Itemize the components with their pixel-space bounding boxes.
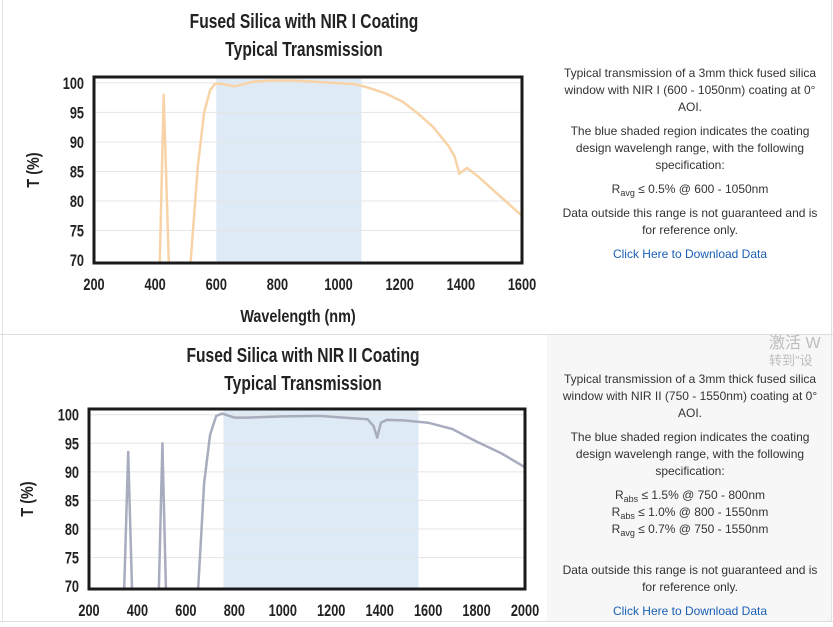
y-tick-label: 95 <box>65 435 79 454</box>
watermark-line: 激活 W <box>769 335 821 352</box>
y-tick-label: 70 <box>70 251 84 270</box>
y-axis-label: T (%) <box>18 481 38 516</box>
chart-title: Typical Transmission <box>225 38 382 60</box>
chart-title: Fused Silica with NIR I Coating <box>190 10 419 32</box>
spec-text: ≤ 1.0% @ 800 - 1550nm <box>634 505 769 519</box>
transmission-series-line <box>122 412 525 589</box>
y-tick-label: 75 <box>70 222 84 241</box>
y-tick-label: 90 <box>65 463 79 482</box>
transmission-series-line <box>158 79 522 263</box>
x-tick-label: 800 <box>224 601 245 620</box>
spec-subscript: abs <box>623 494 639 504</box>
y-tick-label: 100 <box>63 74 84 93</box>
y-tick-label: 100 <box>58 406 79 425</box>
plot-frame <box>87 407 527 591</box>
x-tick-label: 1000 <box>324 275 352 294</box>
x-tick-label: 1200 <box>386 275 414 294</box>
y-tick-label: 90 <box>70 133 84 152</box>
disclaimer: Data outside this range is not guarantee… <box>562 206 818 237</box>
coating-range-shade <box>216 77 362 263</box>
spec-symbol: R <box>614 488 624 502</box>
x-tick-label: 600 <box>175 601 196 620</box>
description-text: Typical transmission of a 3mm thick fuse… <box>563 66 817 114</box>
spec-symbol: R <box>611 505 621 519</box>
nir2-description-panel: 激活 W 转到"设 Typical transmission of a 3mm t… <box>547 335 832 621</box>
y-tick-label: 95 <box>70 104 84 123</box>
spec-symbol: R <box>611 182 621 196</box>
spec-line: Ravg ≤ 0.5% @ 600 - 1050nm <box>557 181 823 198</box>
nir2-row: Fused Silica with NIR II Coating Typical … <box>0 335 833 622</box>
y-tick-label: 75 <box>65 549 79 568</box>
spec-subscript: avg <box>620 528 635 538</box>
nir1-chart-panel: Fused Silica with NIR I Coating Typical T… <box>2 0 548 334</box>
x-tick-label: 1400 <box>365 601 393 620</box>
activation-watermark: 激活 W 转到"设 <box>769 335 821 369</box>
x-tick-label: 2000 <box>511 601 539 620</box>
x-tick-label: 1200 <box>317 601 345 620</box>
x-tick-label: 400 <box>127 601 148 620</box>
y-tick-label: 70 <box>65 577 79 596</box>
nir2-chart-panel: Fused Silica with NIR II Coating Typical … <box>2 335 548 621</box>
spec-text: ≤ 1.5% @ 750 - 800nm <box>638 488 766 502</box>
spec-line: Rabs ≤ 1.5% @ 750 - 800nm <box>557 487 823 504</box>
chart-title: Fused Silica with NIR II Coating <box>187 344 420 366</box>
shaded-note: The blue shaded region indicates the coa… <box>570 430 810 478</box>
y-tick-label: 85 <box>70 163 84 182</box>
y-tick-label: 80 <box>65 520 79 539</box>
x-tick-label: 600 <box>206 275 227 294</box>
nir1-description-panel: Typical transmission of a 3mm thick fuse… <box>547 0 832 334</box>
y-tick-label: 85 <box>65 492 79 511</box>
watermark-line: 转到"设 <box>769 353 813 368</box>
spec-symbol: R <box>611 522 621 536</box>
nir2-transmission-chart: Fused Silica with NIR II Coating Typical … <box>18 344 540 620</box>
x-tick-label: 400 <box>145 275 166 294</box>
disclaimer: Data outside this range is not guarantee… <box>562 563 818 594</box>
download-data-link[interactable]: Click Here to Download Data <box>612 247 768 261</box>
y-tick-label: 80 <box>70 192 84 211</box>
x-tick-label: 1600 <box>508 275 536 294</box>
nir1-description: Typical transmission of a 3mm thick fuse… <box>557 65 823 270</box>
x-tick-label: 1800 <box>462 601 490 620</box>
spec-line: Ravg ≤ 0.7% @ 750 - 1550nm <box>557 521 823 538</box>
spec-line: Rabs ≤ 1.0% @ 800 - 1550nm <box>557 504 823 521</box>
spec-text: ≤ 0.5% @ 600 - 1050nm <box>634 182 769 196</box>
x-tick-label: 200 <box>83 275 104 294</box>
shaded-note: The blue shaded region indicates the coa… <box>570 124 810 172</box>
chart-title: Typical Transmission <box>224 372 381 394</box>
x-tick-label: 800 <box>267 275 288 294</box>
x-tick-label: 1400 <box>447 275 475 294</box>
x-tick-label: 200 <box>78 601 99 620</box>
nir1-transmission-chart: Fused Silica with NIR I Coating Typical T… <box>24 10 537 327</box>
description-text: Typical transmission of a 3mm thick fuse… <box>562 372 818 420</box>
spec-subscript: abs <box>620 511 635 521</box>
x-tick-label: 1600 <box>414 601 442 620</box>
y-axis-label: T (%) <box>24 152 44 187</box>
x-tick-label: 1000 <box>269 601 297 620</box>
download-data-link[interactable]: Click Here to Download Data <box>612 604 768 618</box>
x-axis-label: Wavelength (nm) <box>240 307 355 327</box>
nir1-row: Fused Silica with NIR I Coating Typical T… <box>0 0 833 335</box>
spec-text: ≤ 0.7% @ 750 - 1550nm <box>634 522 769 536</box>
plot-frame <box>92 75 524 265</box>
coating-range-shade <box>223 409 419 589</box>
spec-subscript: avg <box>620 188 635 198</box>
nir2-description: Typical transmission of a 3mm thick fuse… <box>557 371 823 627</box>
